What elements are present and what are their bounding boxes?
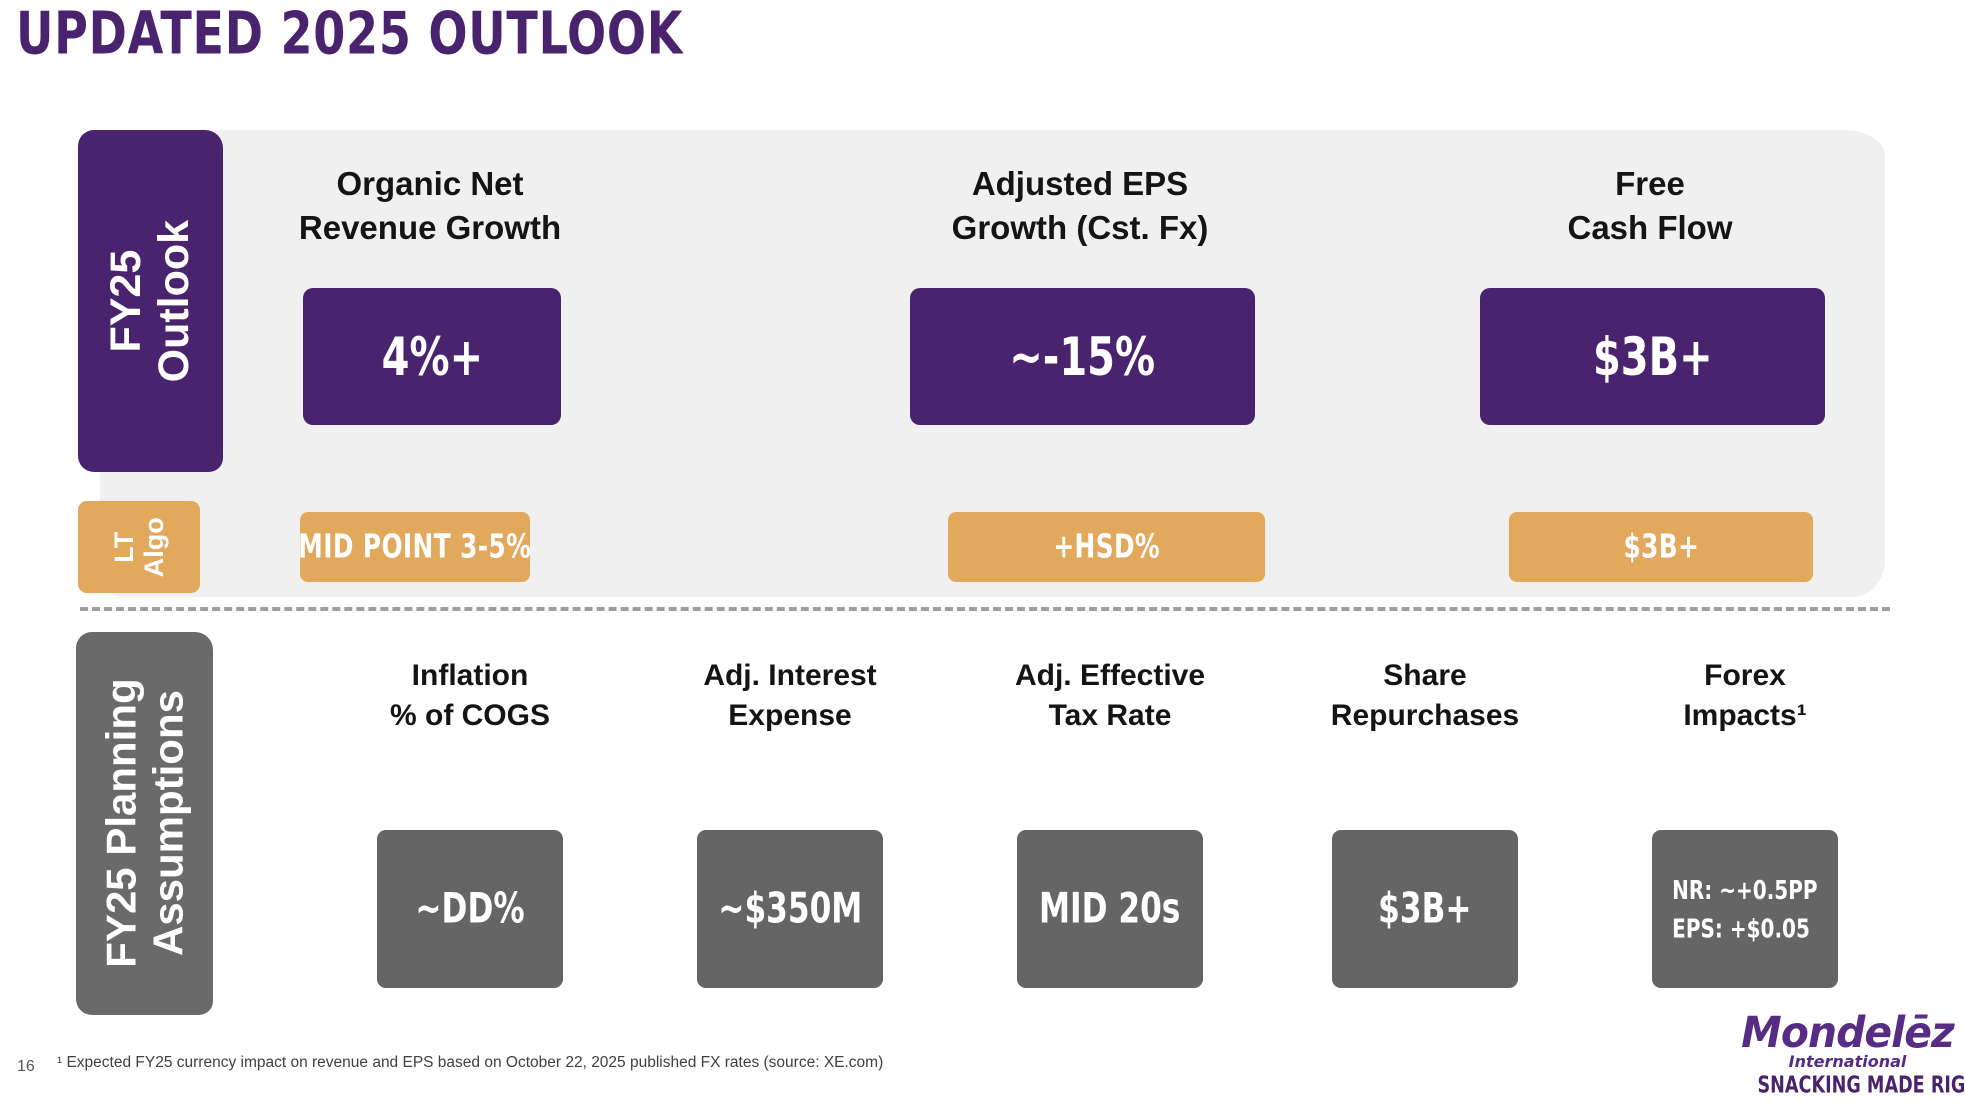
mondelez-logo-tagline: SNACKING MADE RIGHT <box>1757 1072 1965 1099</box>
sidebar-label-line1: LT <box>108 531 139 563</box>
header-line1: Share <box>1383 659 1467 692</box>
header-line2: Tax Rate <box>1048 699 1172 733</box>
header-line2: Expense <box>728 699 852 733</box>
column-header-organic-net-revenue: Organic Net Revenue Growth <box>220 162 640 250</box>
column-header-inflation: Inflation % of COGS <box>310 656 630 736</box>
mondelez-logo-brand: Mondelēz <box>1741 1008 1955 1058</box>
header-line2: Growth (Cst. Fx) <box>951 209 1209 247</box>
organic-net-revenue-value: 4%+ <box>381 325 483 388</box>
share-repurchases-value: $3B+ <box>1378 884 1472 934</box>
column-header-adj-effective-tax: Adj. Effective Tax Rate <box>950 656 1270 736</box>
forex-nr-value: NR: ~+0.5PP <box>1672 874 1818 905</box>
page-title: UPDATED 2025 OUTLOOK <box>16 0 684 69</box>
adj-interest-value-box: ~$350M <box>697 830 883 988</box>
section-divider <box>80 607 1890 611</box>
lt-algo-sidebar: LT Algo <box>78 501 200 593</box>
lt-algo-fcf-value: $3B+ <box>1623 527 1699 567</box>
page-number: 16 <box>17 1058 35 1075</box>
sidebar-label-line2: Algo <box>139 517 169 577</box>
header-line2: Impacts¹ <box>1683 699 1807 733</box>
adj-interest-value: ~$350M <box>717 884 863 934</box>
forex-eps-value: EPS: +$0.05 <box>1672 913 1811 943</box>
header-line2: Repurchases <box>1330 699 1520 733</box>
adjusted-eps-value: ~-15% <box>1009 325 1156 388</box>
column-header-free-cash-flow: Free Cash Flow <box>1440 162 1860 250</box>
footnote: ¹ Expected FY25 currency impact on reven… <box>57 1054 884 1071</box>
forex-impacts-value-box: NR: ~+0.5PP EPS: +$0.05 <box>1652 830 1838 988</box>
sidebar-label-line2: Assumptions <box>144 690 192 957</box>
fy25-planning-sidebar-label: FY25 Planning Assumptions <box>97 679 191 968</box>
adj-effective-tax-value: MID 20s <box>1039 884 1181 934</box>
sidebar-label-line2: Outlook <box>150 219 199 383</box>
mondelez-logo: Mondelēz International SNACKING MADE RIG… <box>1735 1008 1965 1099</box>
lt-algo-organic-revenue-value: MID POINT 3-5% <box>298 527 532 567</box>
header-line2: % of COGS <box>389 699 550 733</box>
fy25-outlook-sidebar: FY25 Outlook <box>78 130 223 472</box>
fy25-planning-sidebar: FY25 Planning Assumptions <box>76 632 213 1015</box>
adjusted-eps-value-box: ~-15% <box>910 288 1255 425</box>
lt-algo-fcf-box: $3B+ <box>1509 512 1813 582</box>
header-line1: Free <box>1615 165 1685 202</box>
inflation-value-box: ~DD% <box>377 830 563 988</box>
header-line1: Organic Net <box>336 165 524 202</box>
lt-algo-eps-box: +HSD% <box>948 512 1265 582</box>
header-line2: Revenue Growth <box>298 209 562 247</box>
organic-net-revenue-value-box: 4%+ <box>303 288 561 425</box>
header-line2: Cash Flow <box>1567 209 1733 247</box>
lt-algo-sidebar-label: LT Algo <box>109 517 169 577</box>
lt-algo-eps-value: +HSD% <box>1053 527 1160 567</box>
free-cash-flow-value: $3B+ <box>1592 325 1713 388</box>
forex-impacts-values: NR: ~+0.5PP EPS: +$0.05 <box>1672 871 1817 948</box>
free-cash-flow-value-box: $3B+ <box>1480 288 1825 425</box>
header-line1: Forex <box>1704 659 1786 692</box>
fy25-outlook-sidebar-label: FY25 Outlook <box>102 220 198 382</box>
adj-effective-tax-value-box: MID 20s <box>1017 830 1203 988</box>
column-header-share-repurchases: Share Repurchases <box>1265 656 1585 736</box>
column-header-adj-interest: Adj. Interest Expense <box>630 656 950 736</box>
sidebar-label-line1: FY25 <box>102 249 151 353</box>
column-header-adjusted-eps: Adjusted EPS Growth (Cst. Fx) <box>870 162 1290 250</box>
mondelez-logo-sub: International <box>1788 1052 1907 1071</box>
inflation-value: ~DD% <box>415 884 525 934</box>
header-line1: Adj. Effective <box>1014 659 1206 692</box>
sidebar-label-line1: FY25 Planning <box>97 678 145 969</box>
header-line1: Inflation <box>411 659 529 692</box>
column-header-forex-impacts: Forex Impacts¹ <box>1585 656 1905 736</box>
header-line1: Adjusted EPS <box>971 165 1189 202</box>
share-repurchases-value-box: $3B+ <box>1332 830 1518 988</box>
lt-algo-organic-revenue-box: MID POINT 3-5% <box>298 512 532 582</box>
header-line1: Adj. Interest <box>703 659 877 692</box>
